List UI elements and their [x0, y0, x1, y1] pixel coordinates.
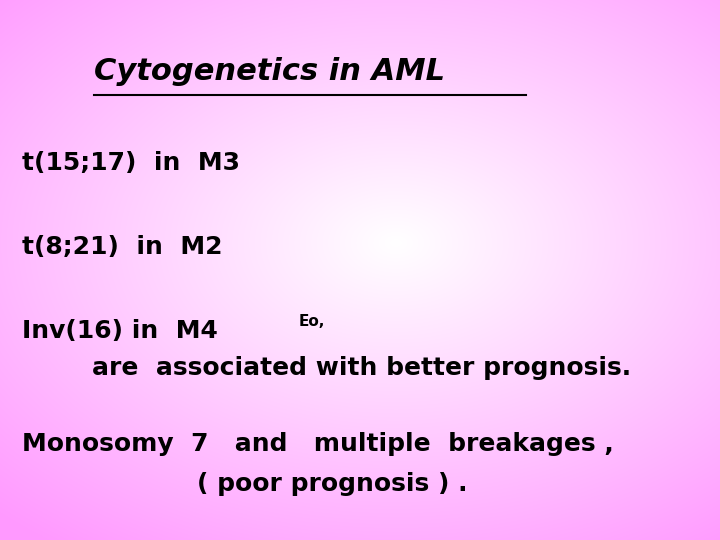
Text: Inv(16) in  M4: Inv(16) in M4 [22, 319, 226, 342]
Text: t(8;21)  in  M2: t(8;21) in M2 [22, 235, 222, 259]
Text: ( poor prognosis ) .: ( poor prognosis ) . [22, 472, 467, 496]
Text: Cytogenetics in AML: Cytogenetics in AML [94, 57, 445, 86]
Text: t(15;17)  in  M3: t(15;17) in M3 [22, 151, 240, 175]
Text: Eo,: Eo, [299, 314, 325, 329]
Text: Monosomy  7   and   multiple  breakages ,: Monosomy 7 and multiple breakages , [22, 432, 613, 456]
Text: are  associated with better prognosis.: are associated with better prognosis. [22, 356, 631, 380]
